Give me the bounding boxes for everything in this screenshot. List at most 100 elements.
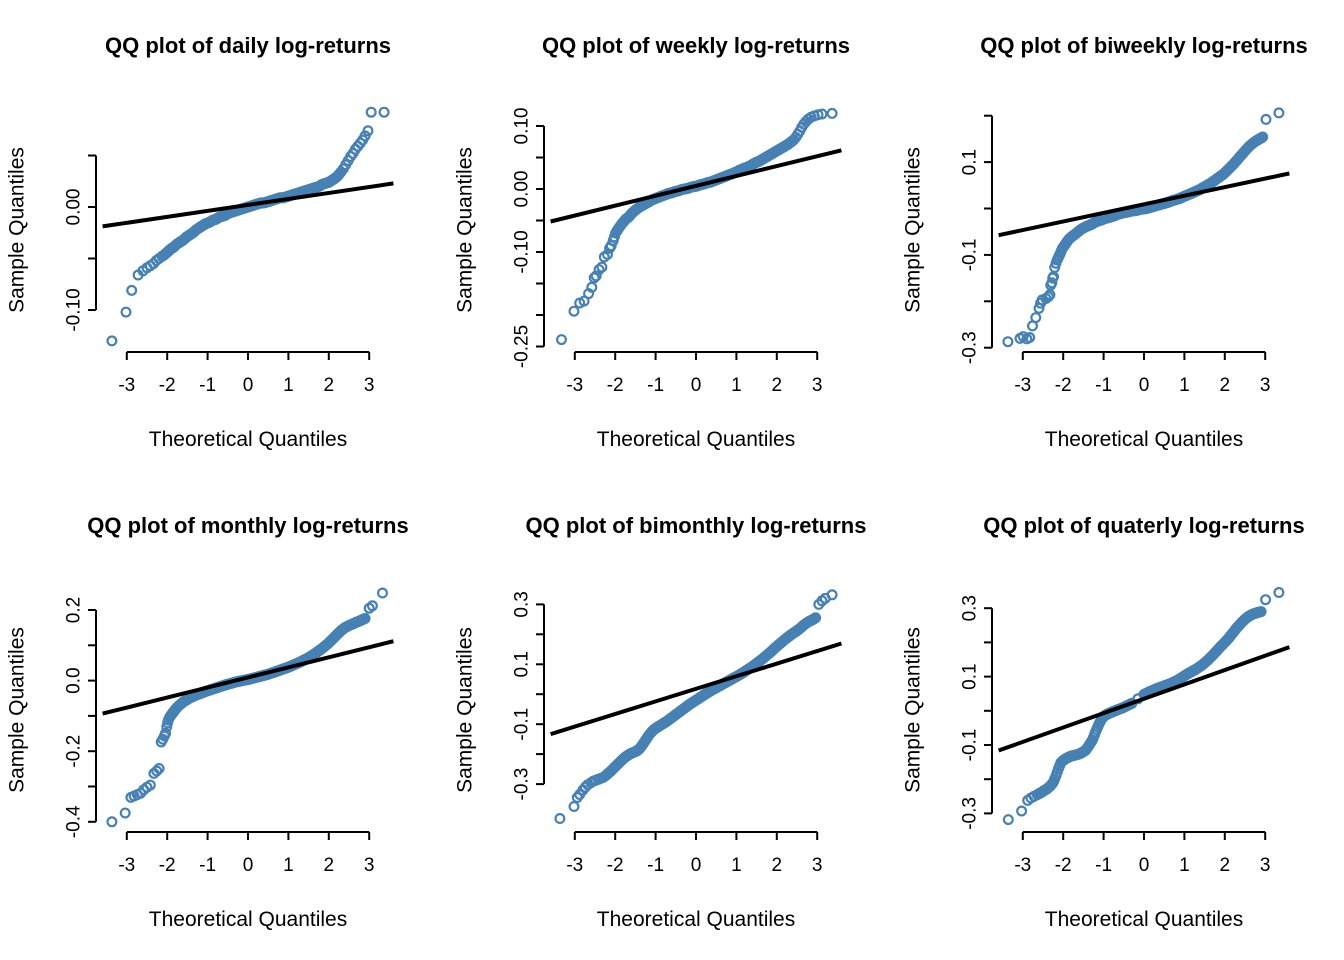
data-point <box>362 125 374 137</box>
y-axis-label: Sample Quantiles <box>5 147 28 313</box>
qq-plot-monthly: -3 -2 -1 0 1 2 3 0.2 0.0 -0.2 -0.4 Sample Quantiles <box>5 587 394 876</box>
y-tick-label: 0.1 <box>960 663 981 689</box>
data-point <box>1273 586 1285 598</box>
x-tick-label: -2 <box>607 855 624 876</box>
chart-title: QQ plot of weekly log-returns <box>541 33 851 58</box>
data-point <box>151 765 163 777</box>
x-tick-label: 1 <box>731 855 742 876</box>
qq-plot-quaterly: -3 -2 -1 0 1 2 3 0.3 0.1 -0.1 -0.3 Sample Quantiles <box>901 586 1291 876</box>
y-tick-label: -0.4 <box>64 805 85 838</box>
panel-monthly-log-returns: QQ plot of monthly log-returns Theoretic… <box>0 480 448 960</box>
data-point <box>1257 131 1269 143</box>
y-tick-label: -0.2 <box>64 735 85 768</box>
y-tick-label: 0.10 <box>512 108 533 145</box>
x-axis-label: Theoretical Quantiles <box>596 428 796 451</box>
data-point <box>1016 805 1028 817</box>
data-point <box>1030 312 1042 324</box>
y-tick-label: -0.1 <box>960 729 981 762</box>
x-tick-label: 0 <box>1139 855 1150 876</box>
reference-line <box>997 645 1291 753</box>
qq-plot-daily: -3 -2 -1 0 1 2 3 0.00 -0.10 Sample Quantiles <box>5 106 394 396</box>
data-point <box>120 306 132 318</box>
y-tick-label: -0.1 <box>960 239 981 272</box>
data-point <box>593 264 605 276</box>
data-point <box>160 727 172 739</box>
y-tick-label: 0.3 <box>512 591 533 617</box>
data-point <box>596 261 608 273</box>
x-tick-label: 3 <box>364 375 375 396</box>
reference-line <box>550 148 842 224</box>
chart-title: QQ plot of quaterly log-returns <box>983 513 1305 538</box>
y-tick-label: 0.0 <box>64 667 85 693</box>
x-tick-label: 1 <box>731 375 742 396</box>
data-point <box>378 106 390 118</box>
data-point <box>377 587 389 599</box>
panel-weekly-log-returns: QQ plot of weekly log-returns Theoretica… <box>448 0 896 480</box>
x-tick-label: 3 <box>1260 855 1271 876</box>
x-tick-label: 2 <box>324 855 335 876</box>
y-tick-label: 0.00 <box>512 171 533 208</box>
y-tick-label: -0.10 <box>64 288 85 331</box>
data-point <box>568 801 580 813</box>
y-tick-label: 0.2 <box>64 597 85 623</box>
y-axis-label: Sample Quantiles <box>453 147 476 313</box>
data-point <box>365 106 377 118</box>
data-point <box>1024 332 1036 344</box>
x-tick-label: 2 <box>1220 375 1231 396</box>
x-tick-label: -2 <box>607 375 624 396</box>
x-tick-label: -3 <box>118 855 135 876</box>
x-tick-label: -3 <box>118 375 135 396</box>
x-tick-label: 1 <box>1179 375 1190 396</box>
data-point <box>126 284 138 296</box>
panel-quaterly-log-returns: QQ plot of quaterly log-returns Theoreti… <box>896 480 1344 960</box>
y-tick-label: -0.3 <box>960 331 981 364</box>
x-tick-label: -3 <box>566 855 583 876</box>
x-tick-label: 2 <box>772 375 783 396</box>
data-point <box>568 305 580 317</box>
data-point <box>1260 594 1272 606</box>
qq-plot-biweekly: -3 -2 -1 0 1 2 3 0.1 -0.1 -0.3 Sample Quantiles <box>901 107 1290 396</box>
data-point <box>1273 107 1285 119</box>
data-point <box>153 763 165 775</box>
y-tick-label: -0.3 <box>512 768 533 801</box>
x-tick-label: -3 <box>566 375 583 396</box>
qq-plot-weekly: -3 -2 -1 0 1 2 3 0.10 0.00 -0.10 -0.25 Sample Quant… <box>453 107 842 396</box>
reference-line <box>102 181 394 229</box>
x-tick-label: 1 <box>1179 855 1190 876</box>
data-point <box>106 335 118 347</box>
x-tick-label: 0 <box>243 375 254 396</box>
reference-line <box>102 639 394 716</box>
x-tick-label: -1 <box>647 375 664 396</box>
y-axis-label: Sample Quantiles <box>453 627 476 793</box>
data-point <box>588 272 600 284</box>
data-point <box>106 816 118 828</box>
x-tick-label: -2 <box>159 855 176 876</box>
x-tick-label: -2 <box>1055 375 1072 396</box>
x-axis-label: Theoretical Quantiles <box>148 908 348 931</box>
panel-daily-log-returns: QQ plot of daily log-returns Theoretical… <box>0 0 448 480</box>
data-point <box>555 334 567 346</box>
y-tick-label: -0.25 <box>512 325 533 368</box>
data-point <box>1002 814 1014 826</box>
chart-title: QQ plot of daily log-returns <box>105 33 391 58</box>
x-tick-label: -2 <box>1055 855 1072 876</box>
x-tick-label: 2 <box>772 855 783 876</box>
x-tick-label: -1 <box>199 855 216 876</box>
data-point <box>1255 606 1267 618</box>
data-point <box>1002 336 1014 348</box>
chart-title: QQ plot of biweekly log-returns <box>980 33 1308 58</box>
data-point <box>359 613 371 625</box>
qq-plot-bimonthly: -3 -2 -1 0 1 2 3 0.3 0.1 -0.1 -0.3 Sample Quantiles <box>453 589 842 876</box>
reference-line <box>998 171 1290 238</box>
data-point <box>826 107 838 119</box>
x-tick-label: -2 <box>159 375 176 396</box>
x-axis-label: Theoretical Quantiles <box>1044 428 1244 451</box>
x-tick-label: 1 <box>283 855 294 876</box>
data-point <box>366 600 378 612</box>
x-tick-label: 0 <box>243 855 254 876</box>
data-point <box>119 807 131 819</box>
y-tick-label: -0.10 <box>512 230 533 273</box>
y-axis-label: Sample Quantiles <box>901 627 924 793</box>
y-axis-label: Sample Quantiles <box>901 147 924 313</box>
